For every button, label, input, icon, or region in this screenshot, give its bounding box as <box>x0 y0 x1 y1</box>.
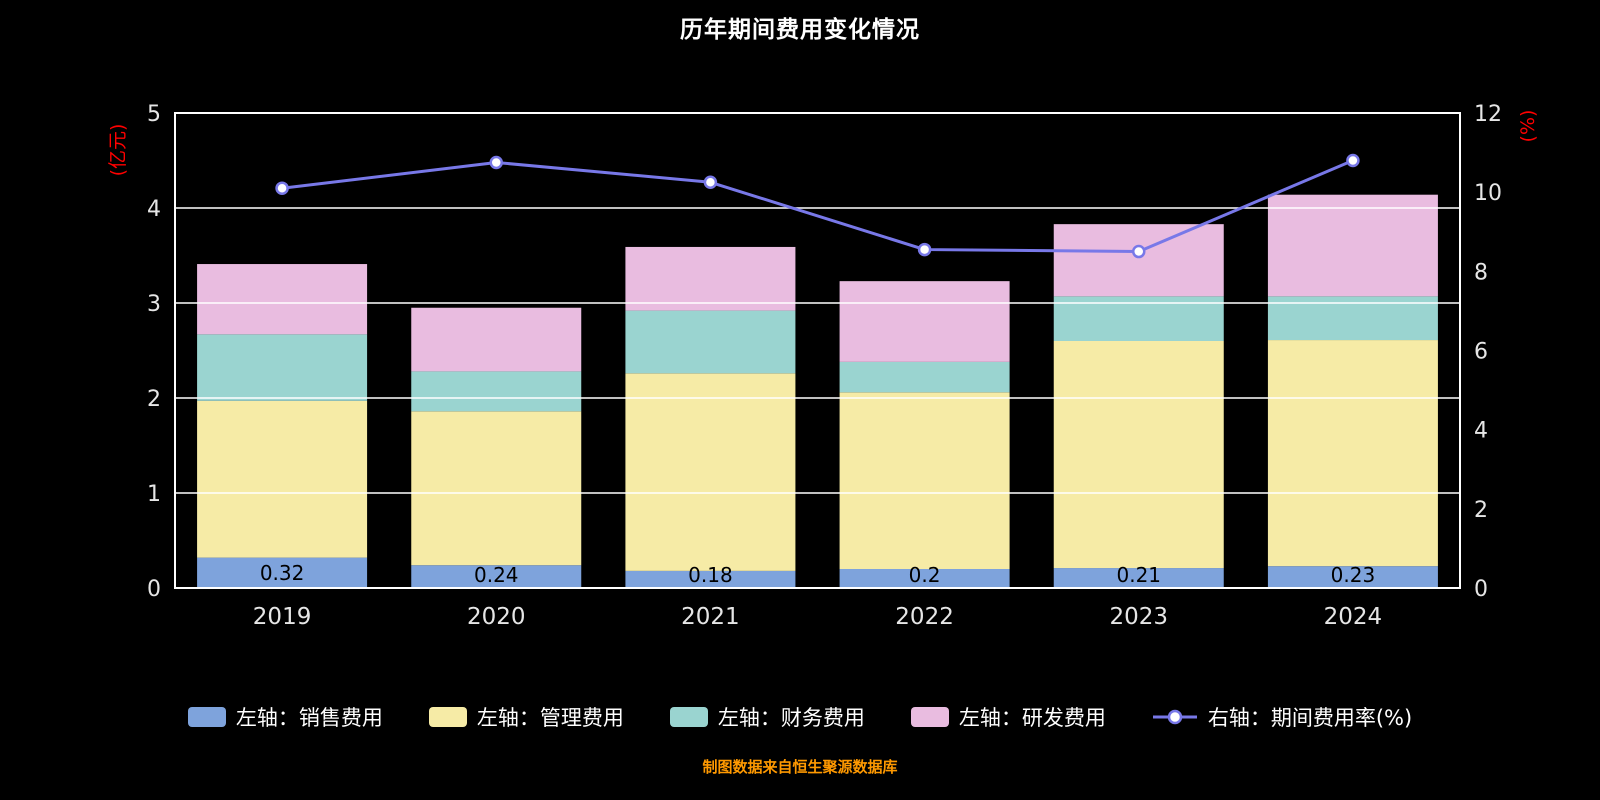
bar-segment[interactable] <box>1267 340 1438 567</box>
rate-marker[interactable] <box>275 181 289 195</box>
right-axis-ticks: 0 2 4 6 8 10 12 <box>1474 102 1502 602</box>
left-axis-unit-label: (亿元) <box>107 124 129 177</box>
plot-frame <box>174 112 1461 589</box>
bar-value-label: 0.23 <box>1331 563 1376 587</box>
bar-segment[interactable] <box>197 264 368 335</box>
legend-label-finance: 左轴：财务费用 <box>717 706 865 730</box>
rate-marker[interactable] <box>489 155 503 170</box>
bar-segment[interactable] <box>1267 194 1438 297</box>
right-axis-tick-label: 6 <box>1474 340 1488 365</box>
legend-swatch-rd <box>910 707 949 727</box>
legend-label-sales: 左轴：销售费用 <box>235 706 383 730</box>
rate-marker[interactable] <box>703 175 718 190</box>
legend-swatch-admin <box>428 707 467 727</box>
bar-segment[interactable] <box>625 570 796 588</box>
rate-marker[interactable] <box>917 242 932 257</box>
legend-item-admin[interactable]: 左轴：管理费用 <box>428 702 624 732</box>
legend-swatch-sales <box>187 707 226 727</box>
right-axis-tick-label: 8 <box>1474 260 1488 285</box>
legend: 左轴：销售费用 左轴：管理费用 左轴：财务费用 左轴：研发费用 右轴：期间费用率… <box>0 702 1600 732</box>
bar-segment[interactable] <box>625 246 796 311</box>
rate-marker[interactable] <box>1346 153 1360 168</box>
bar-segment[interactable] <box>411 307 582 372</box>
x-axis-label: 2022 <box>895 604 954 630</box>
data-source-note: 制图数据来自恒生聚源数据库 <box>702 758 898 776</box>
right-axis-tick-label: 2 <box>1474 498 1488 523</box>
rate-marker[interactable] <box>1132 244 1146 259</box>
bar-value-label: 0.24 <box>474 563 519 587</box>
bar-segment[interactable] <box>625 310 796 374</box>
bar-segment[interactable] <box>839 361 1010 393</box>
bar-segment[interactable] <box>197 400 368 558</box>
bar-segment[interactable] <box>197 557 368 588</box>
x-axis-labels: 2019 2020 2021 2022 2023 2024 <box>253 604 1382 630</box>
legend-label-admin: 左轴：管理费用 <box>476 706 624 730</box>
x-axis-label: 2020 <box>467 604 526 630</box>
legend-label-rate: 右轴：期间费用率(%) <box>1207 706 1413 730</box>
bar-segment[interactable] <box>839 392 1010 569</box>
bar-segment[interactable] <box>411 371 582 412</box>
bar-segment[interactable] <box>625 373 796 571</box>
bar-segment[interactable] <box>1267 566 1438 588</box>
left-axis-tick-label: 4 <box>147 197 161 222</box>
x-axis-label: 2024 <box>1324 604 1383 630</box>
x-axis-label: 2021 <box>681 604 740 630</box>
bar-segment[interactable] <box>411 565 582 588</box>
left-axis-tick-label: 0 <box>147 577 161 602</box>
left-axis-ticks: 0 1 2 3 4 5 <box>147 102 161 602</box>
rate-line <box>281 159 1354 254</box>
bar-segment[interactable] <box>1053 341 1224 569</box>
bar-segment[interactable] <box>1053 568 1224 588</box>
bar-value-label: 0.18 <box>688 563 733 587</box>
bar-value-labels: 0.32 0.24 0.18 0.2 0.21 0.23 <box>260 561 1375 587</box>
legend-item-finance[interactable]: 左轴：财务费用 <box>669 702 865 732</box>
left-axis-tick-label: 2 <box>147 387 161 412</box>
bar-segment[interactable] <box>839 281 1010 362</box>
right-axis-tick-label: 0 <box>1474 577 1488 602</box>
bar-value-label: 0.21 <box>1116 563 1161 587</box>
right-axis-tick-label: 4 <box>1474 419 1488 444</box>
legend-swatch-finance <box>669 707 708 727</box>
x-axis-label: 2023 <box>1109 604 1168 630</box>
bar-segment[interactable] <box>197 334 368 401</box>
x-axis-label: 2019 <box>253 604 312 630</box>
bar-value-label: 0.32 <box>260 561 305 585</box>
legend-item-rd[interactable]: 左轴：研发费用 <box>910 702 1106 732</box>
bar-value-label: 0.2 <box>909 563 941 587</box>
legend-item-sales[interactable]: 左轴：销售费用 <box>187 702 383 732</box>
gridlines-group <box>175 207 1460 494</box>
bar-segment[interactable] <box>839 569 1010 588</box>
legend-label-rd: 左轴：研发费用 <box>958 706 1106 730</box>
right-axis-tick-label: 12 <box>1474 102 1502 127</box>
right-axis-unit-label: (%) <box>1517 110 1539 143</box>
left-axis-tick-label: 3 <box>147 292 161 317</box>
bar-segment[interactable] <box>1053 224 1224 297</box>
bars-group <box>197 194 1438 588</box>
right-axis-tick-label: 10 <box>1474 181 1502 206</box>
legend-item-rate[interactable]: 右轴：期间费用率(%) <box>1152 702 1412 732</box>
bar-segment[interactable] <box>411 411 582 566</box>
left-axis-tick-label: 5 <box>147 102 161 127</box>
legend-line-marker-icon <box>1152 709 1197 725</box>
left-axis-tick-label: 1 <box>147 482 161 507</box>
chart-title: 历年期间费用变化情况 <box>680 17 920 43</box>
